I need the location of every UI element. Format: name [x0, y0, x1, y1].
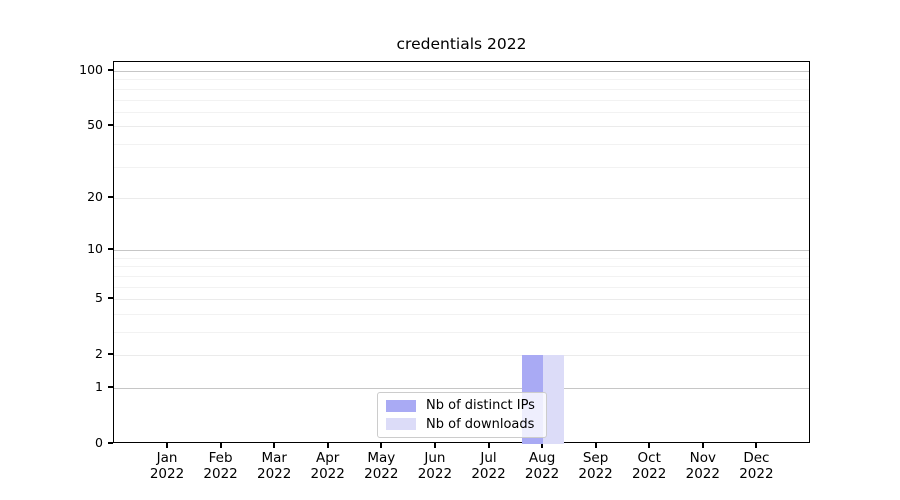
y-gridline-minor: [114, 313, 809, 315]
legend-entry-downloads: Nb of downloads: [386, 417, 538, 432]
y-gridline: [114, 126, 809, 128]
plot-area: [113, 61, 810, 444]
y-gridline-minor: [114, 111, 809, 113]
y-gridline-minor: [114, 332, 809, 333]
legend-swatch-downloads: [386, 418, 416, 431]
y-gridline: [114, 299, 809, 301]
x-tick: [701, 443, 704, 448]
y-gridline-minor: [114, 166, 809, 168]
legend: Nb of distinct IPs Nb of downloads: [377, 392, 547, 438]
y-gridline-minor: [114, 99, 809, 101]
y-gridline: [114, 250, 809, 252]
y-tick-label: 5: [95, 290, 103, 306]
y-gridline-minor: [114, 88, 809, 90]
x-tick-label: Oct 2022: [632, 450, 667, 482]
x-tick-label: Aug 2022: [524, 450, 560, 482]
x-tick: [273, 443, 276, 448]
y-tick-label: 20: [87, 188, 103, 204]
x-tick: [326, 443, 329, 448]
x-tick-label: Mar 2022: [257, 450, 292, 482]
y-gridline-minor: [114, 266, 809, 268]
y-gridline: [114, 71, 809, 72]
y-gridline-minor: [114, 143, 809, 145]
y-gridline: [114, 355, 809, 357]
legend-entry-distinct-ips: Nb of distinct IPs: [386, 398, 538, 413]
x-tick-label: May 2022: [364, 450, 399, 482]
y-tick-label: 2: [95, 346, 103, 362]
y-gridline-minor: [114, 79, 809, 81]
legend-swatch-distinct-ips: [386, 399, 416, 412]
x-tick: [487, 443, 490, 448]
chart-title: credentials 2022: [396, 35, 527, 53]
y-tick-label: 1: [95, 379, 103, 394]
x-tick-label: Apr 2022: [310, 450, 345, 482]
y-gridline-minor: [114, 275, 809, 277]
y-gridline-minor: [114, 257, 809, 259]
y-tick-label: 100: [79, 62, 103, 77]
y-gridline: [114, 197, 809, 199]
x-tick-label: Sep 2022: [578, 450, 613, 482]
legend-label-downloads: Nb of downloads: [426, 416, 535, 432]
x-tick: [433, 443, 436, 448]
x-tick-label: Dec 2022: [739, 450, 774, 482]
x-tick-label: Jul 2022: [471, 450, 506, 482]
x-tick: [166, 443, 168, 448]
x-tick: [219, 443, 222, 448]
x-tick-label: Nov 2022: [685, 450, 720, 482]
x-tick-label: Feb 2022: [203, 450, 238, 482]
bar-downloads: [543, 355, 565, 444]
x-tick: [380, 443, 383, 448]
legend-label-distinct-ips: Nb of distinct IPs: [426, 398, 535, 414]
y-gridline-minor: [114, 286, 809, 288]
x-tick: [648, 443, 651, 448]
x-tick: [594, 443, 597, 448]
y-tick-label: 10: [87, 241, 103, 257]
y-gridline: [114, 388, 809, 389]
x-tick-label: Jan 2022: [149, 450, 185, 482]
x-tick: [755, 443, 758, 448]
y-tick-label: 0: [95, 435, 103, 450]
y-tick-label: 50: [87, 117, 103, 133]
x-tick-label: Jun 2022: [417, 450, 453, 482]
